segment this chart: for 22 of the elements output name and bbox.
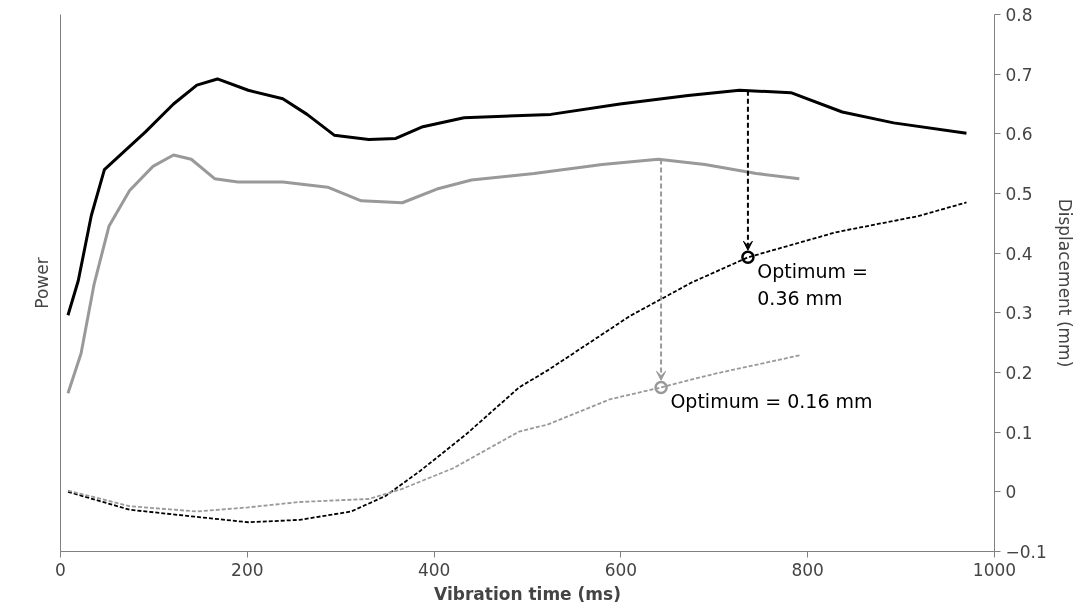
- y2-tick-label: 0.3: [1005, 303, 1033, 324]
- y2-tick-label: 0.8: [1005, 5, 1033, 25]
- y2-tick-label: 0.7: [1005, 64, 1033, 85]
- x-axis-title: Vibration time (ms): [434, 583, 621, 604]
- line-series: [67, 201, 968, 524]
- y-axis-title: Power: [31, 257, 52, 309]
- y2-tick-label: 0.6: [1005, 124, 1033, 145]
- y2-tick-label: 0.1: [1005, 422, 1033, 443]
- y2-axis-title: Displacement (mm): [1054, 198, 1075, 368]
- y2-tick-label: −0.1: [1005, 542, 1047, 562]
- x-tick-label: 1000: [972, 559, 1017, 580]
- y2-tick-label: 0: [1005, 482, 1017, 503]
- annotation: Optimum = 0.36 mm: [757, 260, 869, 309]
- x-tick-label: 0: [55, 559, 66, 580]
- x-tick-label: 400: [417, 559, 451, 580]
- y2-tick-label: 0.5: [1005, 184, 1033, 204]
- x-tick-label: 800: [791, 559, 824, 580]
- y2-tick-label: 0.2: [1005, 363, 1033, 383]
- x-tick-label: 200: [231, 559, 264, 580]
- annotation: Optimum = 0.16 mm: [670, 390, 873, 413]
- x-tick-label: 600: [604, 559, 638, 580]
- y2-tick-label: 0.4: [1005, 243, 1033, 264]
